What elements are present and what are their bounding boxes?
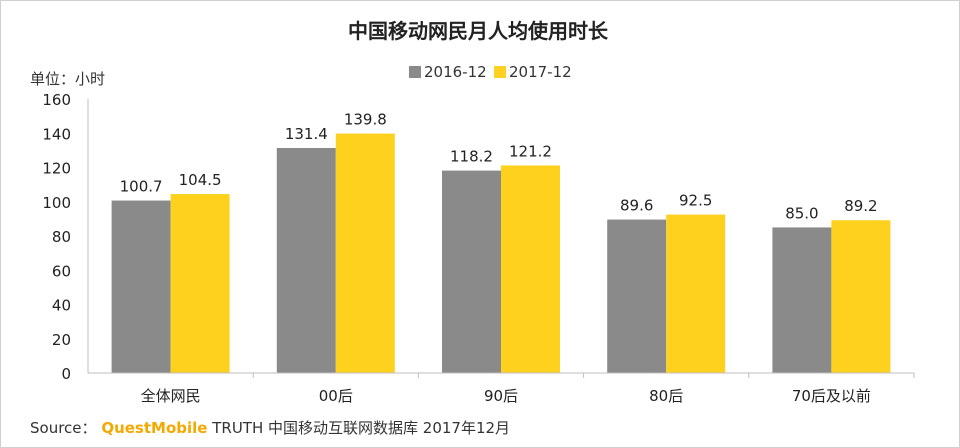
legend-label-2016-12: 2016-12	[424, 63, 487, 81]
y-tick-label: 160	[42, 91, 71, 109]
data-label: 139.8	[344, 111, 387, 129]
x-tick-label: 全体网民	[141, 387, 201, 405]
bar-2017-12-2	[501, 165, 560, 373]
data-label: 118.2	[450, 148, 493, 166]
y-tick-label: 60	[52, 262, 71, 280]
data-label: 92.5	[679, 192, 712, 210]
legend: 2016-12 2017-12	[409, 63, 572, 81]
y-tick-label: 20	[52, 331, 71, 349]
y-tick-label: 0	[61, 365, 71, 383]
bar-2017-12-0	[170, 194, 230, 373]
bar-2016-12-3	[607, 219, 667, 373]
data-label: 89.6	[620, 197, 653, 215]
x-tick-label: 70后及以前	[792, 387, 871, 405]
legend-swatch-2017-12	[494, 66, 506, 78]
bar-2017-12-4	[831, 220, 891, 373]
x-tick-label: 80后	[649, 387, 683, 405]
bar-2016-12-1	[276, 147, 336, 373]
chart-title: 中国移动网民月人均使用时长	[348, 19, 609, 43]
y-axis: 0 20 40 60 80 100 120 140 160	[42, 91, 89, 383]
source-note: Source： QuestMobile TRUTH 中国移动互联网数据库 201…	[30, 417, 510, 438]
unit-label: 单位：小时	[30, 70, 105, 88]
bar-2017-12-3	[666, 214, 726, 373]
y-tick-label: 40	[52, 297, 71, 315]
bar-2016-12-0	[111, 200, 171, 373]
data-label: 104.5	[179, 171, 222, 189]
legend-swatch-2016-12	[409, 66, 421, 78]
y-tick-label: 140	[42, 125, 71, 143]
source-brand: QuestMobile	[101, 419, 208, 437]
bar-2016-12-4	[772, 227, 832, 373]
y-tick-label: 80	[52, 228, 71, 246]
data-label: 131.4	[285, 125, 328, 143]
bar-2017-12-1	[335, 133, 395, 373]
source-prefix: Source：	[30, 419, 97, 437]
data-label: 85.0	[785, 204, 818, 222]
y-tick-label: 120	[42, 160, 71, 178]
bar-2016-12-2	[442, 170, 501, 373]
x-tick-label: 90后	[484, 387, 518, 405]
legend-label-2017-12: 2017-12	[509, 63, 572, 81]
data-label: 121.2	[509, 142, 552, 160]
bars: 100.7 104.5 131.4 139.8 118.2 121.2 89.6 92.5 85…	[111, 111, 891, 373]
data-label: 100.7	[120, 178, 163, 196]
data-label: 89.2	[844, 197, 877, 215]
x-axis: 全体网民 00后 90后 80后 70后及以前	[88, 372, 915, 405]
x-tick-label: 00后	[319, 387, 353, 405]
y-tick-label: 100	[42, 194, 71, 212]
source-text: TRUTH 中国移动互联网数据库 2017年12月	[212, 419, 511, 437]
